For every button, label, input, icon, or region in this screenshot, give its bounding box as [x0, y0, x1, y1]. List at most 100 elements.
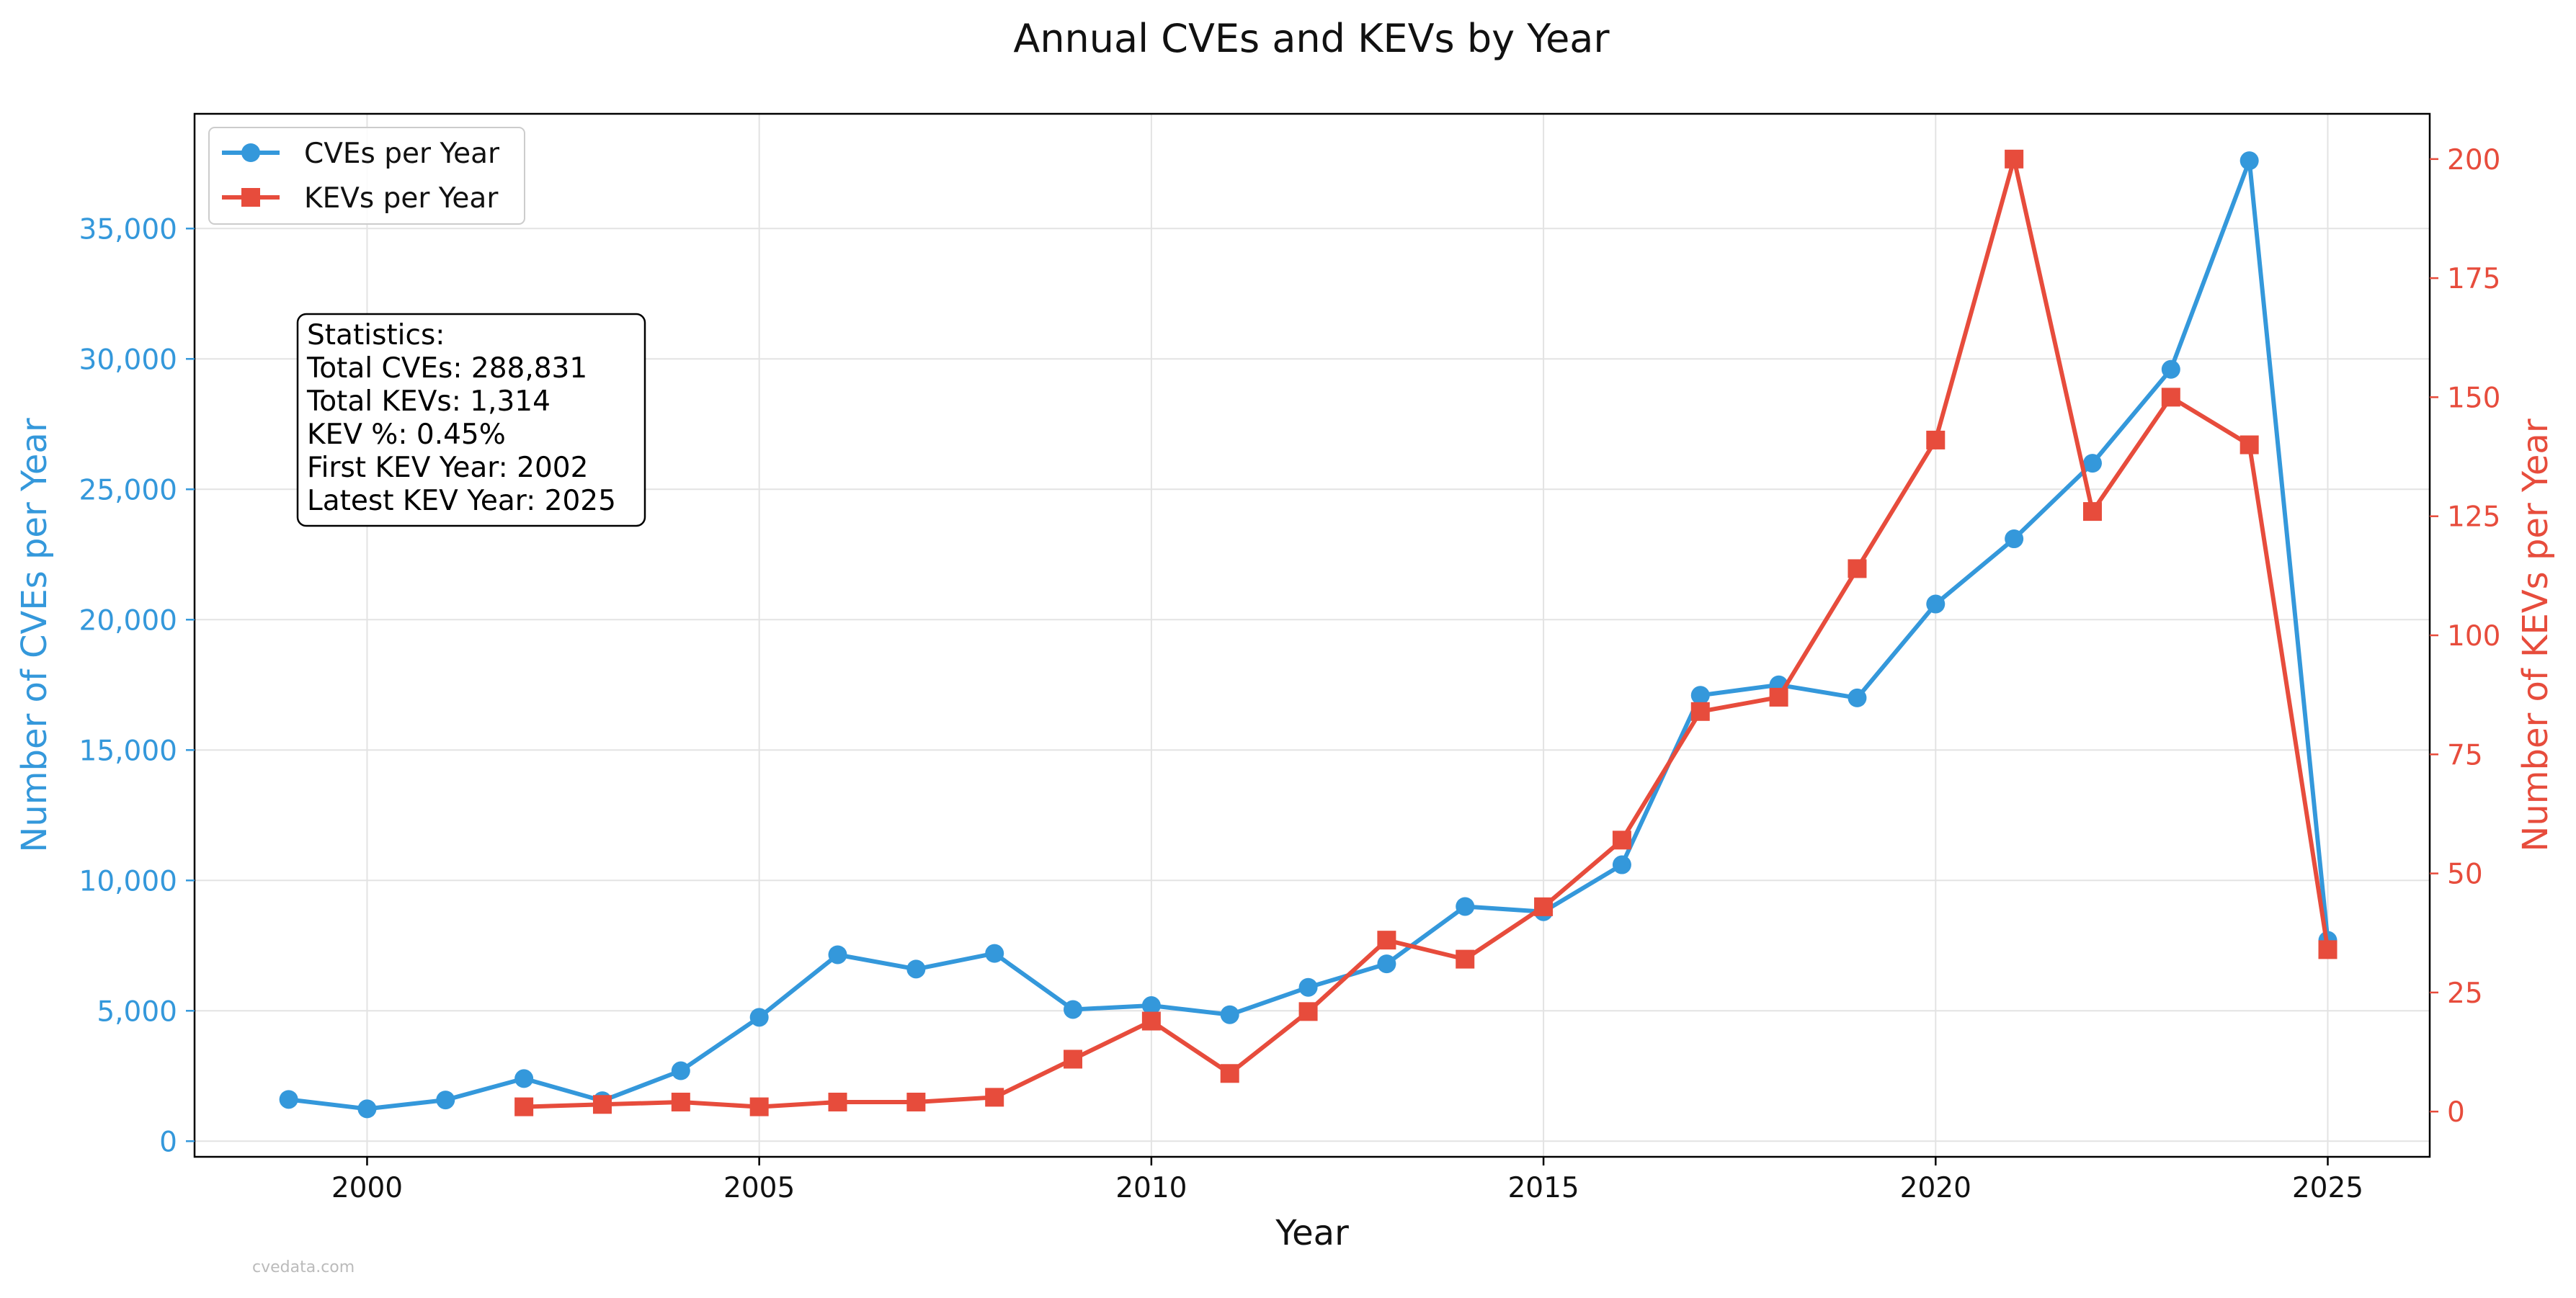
- stats-line: Statistics:: [307, 319, 445, 352]
- kev-point: [514, 1097, 534, 1116]
- y-left-tick-label: 10,000: [79, 865, 177, 898]
- cve-point: [357, 1099, 377, 1119]
- kev-point: [1690, 702, 1710, 721]
- cve-point: [1220, 1005, 1239, 1024]
- y-right-tick-label: 125: [2447, 501, 2500, 534]
- cve-point: [1848, 688, 1867, 707]
- kev-line: [524, 156, 2330, 1109]
- watermark: cvedata.com: [252, 1258, 355, 1276]
- kev-point: [1141, 1011, 1161, 1031]
- kev-point: [1064, 1049, 1083, 1069]
- y-right-tick-label: 50: [2447, 859, 2483, 891]
- cve-point: [1298, 977, 1318, 997]
- cve-point: [436, 1091, 455, 1110]
- cve-point: [1456, 897, 1475, 916]
- y-right-tick-label: 0: [2447, 1096, 2465, 1129]
- kev-point: [1456, 949, 1475, 969]
- kev-point: [1534, 897, 1554, 916]
- kev-point: [2161, 388, 2180, 407]
- cve-point: [906, 959, 926, 979]
- kev-point: [1926, 430, 1946, 449]
- series-cves: [279, 151, 2337, 1119]
- y-axis-right-label: Number of KEVs per Year: [2515, 419, 2556, 851]
- statistics-box: [296, 313, 646, 527]
- statistics-annotation: Statistics: Total CVEs: 288,831 Total KE…: [296, 313, 646, 527]
- y-right-tick-label: 200: [2447, 144, 2500, 176]
- cve-line: [288, 158, 2330, 1111]
- y-left-tick-label: 30,000: [79, 344, 177, 376]
- x-axis-label: Year: [1275, 1213, 1349, 1253]
- legend-kev-marker: [241, 188, 260, 207]
- y-axis-right: 0 25 50 75 100 125 150 175 200: [2430, 144, 2500, 1129]
- series-layer: [279, 149, 2337, 1119]
- kev-point: [2239, 435, 2259, 455]
- legend-cve-label: CVEs per Year: [304, 138, 500, 170]
- grid: [195, 114, 2430, 1157]
- y-right-tick-label: 75: [2447, 739, 2483, 771]
- y-axis-left: 0 5,000 10,000 15,000 20,000 25,000 30,000 35,0…: [79, 213, 195, 1158]
- cve-point: [2005, 529, 2024, 549]
- x-tick-label: 2010: [1115, 1172, 1187, 1204]
- y-right-tick-label: 150: [2447, 382, 2500, 414]
- x-axis: 2000 2005 2010 2015 2020 2025: [331, 1157, 2363, 1204]
- y-left-tick-label: 15,000: [79, 735, 177, 767]
- kev-point: [1220, 1064, 1239, 1083]
- kev-point: [592, 1095, 612, 1114]
- cve-point: [1926, 594, 1946, 614]
- y-left-tick-label: 5,000: [97, 995, 177, 1028]
- y-right-tick-label: 175: [2447, 263, 2500, 295]
- legend-kev-label: KEVs per Year: [304, 182, 499, 215]
- cve-point: [1064, 1000, 1083, 1019]
- kev-point: [2005, 149, 2024, 169]
- cve-point: [514, 1069, 534, 1088]
- legend: CVEs per Year KEVs per Year: [208, 127, 525, 225]
- kev-point: [749, 1097, 769, 1116]
- cve-point: [749, 1008, 769, 1027]
- cve-point: [1690, 686, 1710, 705]
- stats-line: Latest KEV Year: 2025: [307, 485, 616, 517]
- cve-point: [671, 1061, 690, 1080]
- kev-point: [828, 1092, 847, 1111]
- y-right-tick-label: 25: [2447, 977, 2483, 1010]
- x-tick-label: 2015: [1507, 1172, 1579, 1204]
- kev-point: [985, 1088, 1004, 1107]
- cve-point: [828, 945, 847, 964]
- stats-line: First KEV Year: 2002: [307, 452, 588, 484]
- y-left-tick-label: 25,000: [79, 474, 177, 506]
- series-kevs: [514, 149, 2337, 1116]
- x-tick-label: 2000: [331, 1172, 403, 1204]
- kev-point: [1612, 831, 1631, 850]
- kev-point: [1377, 931, 1396, 950]
- y-right-tick-label: 100: [2447, 620, 2500, 653]
- cve-point: [2161, 359, 2180, 379]
- x-tick-label: 2005: [723, 1172, 795, 1204]
- stats-line: Total CVEs: 288,831: [306, 352, 587, 385]
- kev-point: [671, 1092, 690, 1111]
- legend-cve-marker: [241, 143, 260, 162]
- chart-title: Annual CVEs and KEVs by Year: [1013, 16, 1610, 61]
- kev-point: [2318, 940, 2337, 959]
- cve-point: [1377, 954, 1396, 974]
- stats-line: Total KEVs: 1,314: [306, 385, 551, 418]
- cve-point: [985, 944, 1004, 963]
- x-tick-label: 2025: [2292, 1172, 2363, 1204]
- y-axis-left-label: Number of CVEs per Year: [14, 418, 55, 852]
- cve-point: [279, 1090, 298, 1109]
- y-left-tick-label: 35,000: [79, 213, 177, 246]
- cve-point: [1141, 996, 1161, 1016]
- kev-point: [1769, 687, 1788, 707]
- kev-point: [2082, 502, 2102, 522]
- legend-box: [208, 127, 525, 225]
- kev-point: [1298, 1002, 1318, 1021]
- x-tick-label: 2020: [1900, 1172, 1971, 1204]
- kev-point: [906, 1092, 926, 1111]
- y-left-tick-label: 20,000: [79, 604, 177, 637]
- cve-point: [2239, 151, 2259, 171]
- plot-frame: [193, 112, 2431, 1158]
- cve-point: [2082, 454, 2102, 473]
- cve-point: [1612, 855, 1631, 874]
- y-left-tick-label: 0: [159, 1126, 177, 1158]
- kev-point: [1848, 559, 1867, 578]
- stats-line: KEV %: 0.45%: [307, 419, 506, 451]
